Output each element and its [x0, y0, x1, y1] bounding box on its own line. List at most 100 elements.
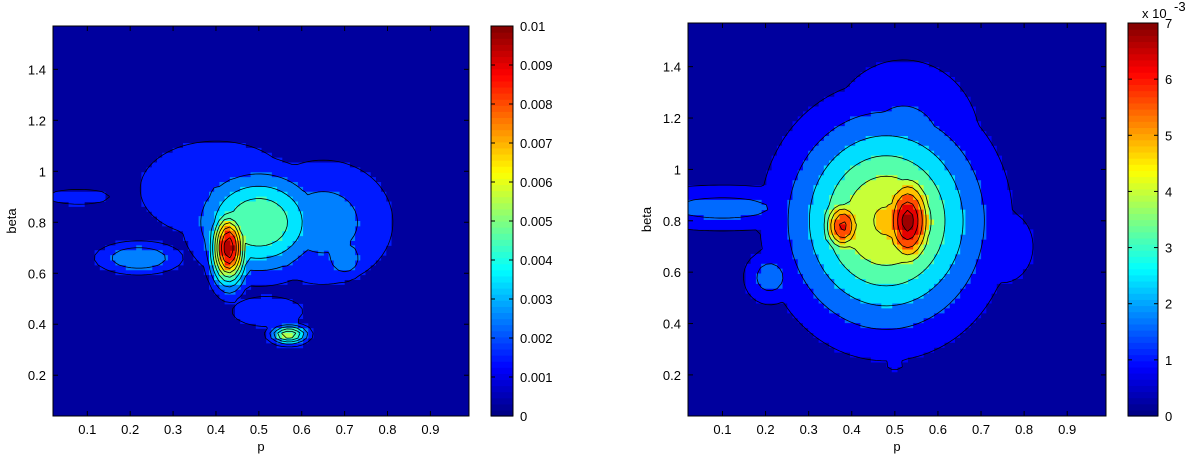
colorbar-segment	[491, 172, 513, 179]
colorbar-segment	[491, 367, 513, 374]
colorbar-segment	[1128, 127, 1158, 135]
colorbar-segment	[1128, 385, 1158, 393]
colorbar-segment	[491, 318, 513, 326]
colorbar-segment	[1128, 164, 1158, 171]
colorbar-segment	[491, 178, 513, 186]
colorbar-multiplier-exponent: -3	[1174, 0, 1186, 14]
colorbar-segment	[491, 208, 513, 216]
colorbar-segment	[491, 324, 513, 332]
colorbar-segment	[491, 80, 513, 88]
colorbar-segment	[1128, 348, 1158, 356]
x-tick-label: 0.1	[78, 422, 96, 437]
colorbar-segment	[491, 385, 513, 393]
y-axis-label: beta	[4, 208, 19, 234]
colorbar-segment	[491, 300, 513, 307]
colorbar-segment	[1128, 41, 1158, 49]
y-tick-label: 0.2	[28, 368, 46, 383]
colorbar-segment	[491, 355, 513, 362]
colorbar-segment	[491, 86, 513, 94]
colorbar-segment	[1128, 182, 1158, 190]
x-tick-label: 0.9	[1058, 422, 1076, 437]
colorbar-frame	[1127, 22, 1159, 417]
y-tick-label: 1	[674, 162, 681, 177]
x-tick-label: 0.3	[800, 422, 818, 437]
contour-line-2	[209, 185, 305, 343]
colorbar-segment	[1128, 373, 1158, 380]
colorbar-tick-label: 1	[1165, 353, 1172, 368]
contour-band-6	[834, 194, 924, 250]
colorbar-segment	[491, 56, 513, 64]
colorbar-segment	[491, 111, 513, 119]
colorbar-segment	[1128, 78, 1158, 86]
colorbar-segment	[1128, 250, 1158, 257]
contour-line-4	[827, 175, 932, 266]
colorbar: 0 1 2 3 4 5 6 7x 10 -3	[1127, 0, 1186, 424]
colorbar-segment	[1128, 280, 1158, 288]
colorbar-segment	[1128, 287, 1158, 294]
colorbar-segment	[491, 342, 513, 350]
colorbar: 0 0.001 0.002 0.003 0.004 0.005 0.006 0.007 0.00…	[490, 19, 553, 424]
colorbar-segment	[491, 135, 513, 143]
colorbar-segment	[491, 62, 513, 70]
colorbar-segment	[1128, 409, 1158, 417]
colorbar-tick-label: 5	[1165, 128, 1172, 143]
colorbar-tick-label: 0.004	[520, 253, 553, 268]
colorbar-segment	[1128, 336, 1158, 343]
colorbar-segment	[491, 221, 513, 228]
colorbar-segment	[1128, 262, 1158, 270]
contour-line-6	[833, 193, 923, 249]
colorbar-segment	[1128, 268, 1158, 276]
x-axis-label: p	[893, 439, 900, 454]
colorbar-tick-label: 0.001	[520, 370, 553, 385]
colorbar-tick-label: 0.007	[520, 136, 553, 151]
contour-line-8	[223, 237, 234, 259]
colorbar-segment	[1128, 65, 1158, 73]
y-tick-label: 0.4	[663, 317, 681, 332]
colorbar-segment	[491, 26, 513, 33]
colorbar-tick-label: 0.005	[520, 214, 553, 229]
y-tick-label: 1	[39, 164, 46, 179]
colorbar-segment	[1128, 305, 1158, 313]
colorbar-segment	[491, 32, 513, 39]
colorbar-segment	[491, 38, 513, 45]
colorbar-segment	[1128, 84, 1158, 92]
colorbar-segment	[491, 312, 513, 320]
contour-band-8	[224, 240, 236, 256]
colorbar-segment	[1128, 139, 1158, 147]
colorbar-tick-label: 3	[1165, 241, 1172, 256]
colorbar-segment	[491, 68, 513, 76]
colorbar-segment	[1128, 176, 1158, 184]
x-tick-label: 0.1	[713, 422, 731, 437]
colorbar-segment	[491, 409, 513, 417]
colorbar-segment	[491, 275, 513, 283]
contour-line-4	[214, 217, 297, 339]
colorbar-segment	[491, 251, 513, 259]
colorbar-segment	[1128, 47, 1158, 55]
x-tick-label: 0.3	[164, 422, 182, 437]
x-tick-label: 0.7	[336, 422, 354, 437]
colorbar-tick-label: 0.008	[520, 97, 553, 112]
colorbar-segment	[491, 129, 513, 137]
colorbar-tick-label: 0	[1165, 409, 1172, 424]
colorbar-segment	[1128, 274, 1158, 282]
colorbar-segment	[491, 391, 513, 399]
colorbar-segment	[1128, 207, 1158, 214]
colorbar-segment	[1128, 108, 1158, 116]
colorbar-tick-label: 6	[1165, 72, 1172, 87]
colorbar-segment	[1128, 53, 1158, 61]
colorbar-tick-label: 0	[520, 409, 527, 424]
colorbar-segment	[491, 294, 513, 301]
colorbar-segment	[1128, 403, 1158, 411]
colorbar-tick-label: 0.002	[520, 331, 553, 346]
colorbar-segment	[491, 361, 513, 368]
y-tick-label: 0.4	[28, 317, 46, 332]
colorbar-segment	[1128, 244, 1158, 251]
colorbar-segment	[491, 105, 513, 112]
colorbar-segment	[1128, 317, 1158, 325]
colorbar-segment	[1128, 231, 1158, 239]
colorbar-segment	[1128, 354, 1158, 362]
colorbar-segment	[1128, 360, 1158, 368]
x-tick-label: 0.5	[886, 422, 904, 437]
colorbar-segment	[1128, 299, 1158, 307]
colorbar-segment	[491, 288, 513, 295]
